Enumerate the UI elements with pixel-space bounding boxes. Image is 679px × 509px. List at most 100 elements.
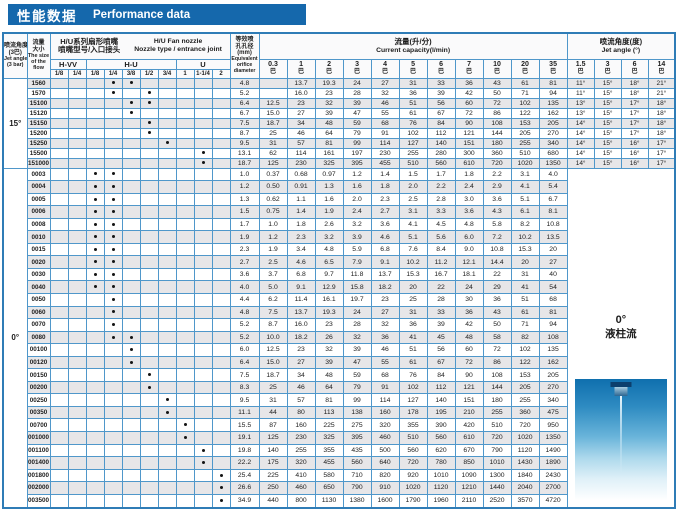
nozzle-availability-cell bbox=[49, 443, 69, 458]
capacity-cell: 0.37 bbox=[258, 167, 288, 182]
nozzle-availability-cell bbox=[139, 217, 159, 232]
nozzle-availability-cell bbox=[85, 493, 105, 509]
capacity-cell: 1.9 bbox=[258, 242, 288, 257]
capacity-cell: 420 bbox=[454, 418, 484, 432]
capacity-cell: 135 bbox=[538, 343, 568, 357]
capacity-cell: 79 bbox=[342, 380, 372, 395]
capacity-cell: 680 bbox=[538, 147, 568, 159]
capacity-cell: 108 bbox=[482, 368, 512, 382]
capacity-cell: 27 bbox=[286, 107, 316, 119]
capacity-cell: 5.9 bbox=[342, 242, 372, 257]
capacity-cell: 360 bbox=[510, 405, 540, 420]
stream-type-label: 液柱流 bbox=[605, 327, 637, 340]
nozzle-availability-cell bbox=[121, 217, 141, 232]
availability-dot-icon bbox=[183, 435, 187, 439]
nozzle-availability-cell bbox=[157, 97, 177, 109]
capacity-cell: 61 bbox=[510, 77, 540, 89]
nozzle-availability-cell bbox=[211, 107, 231, 119]
flow-header-en3: flow bbox=[33, 65, 44, 72]
nozzle-availability-cell bbox=[121, 418, 141, 432]
capacity-cell: 81 bbox=[314, 137, 344, 149]
capacity-cell: 195 bbox=[426, 405, 456, 420]
nozzle-availability-cell bbox=[193, 230, 213, 244]
orifice-diameter-cell: 34.9 bbox=[229, 493, 260, 509]
capacity-cell: 910 bbox=[370, 481, 400, 495]
capacity-cell: 1960 bbox=[426, 493, 456, 509]
nozzle-availability-cell bbox=[139, 242, 159, 257]
jet-angle-group-header: 喷流角度(度) Jet angle (°) bbox=[566, 32, 676, 60]
table-row: 00150 7.5 18.7 34 48 59 68 76 84 90 108 153 205 bbox=[3, 368, 675, 382]
nozzle-availability-cell bbox=[211, 380, 231, 395]
capacity-cell: 1600 bbox=[370, 493, 400, 509]
availability-dot-icon bbox=[93, 247, 97, 251]
capacity-cell: 1380 bbox=[342, 493, 372, 509]
capacity-cell: 33 bbox=[426, 305, 456, 320]
nozzle-availability-cell bbox=[67, 405, 87, 420]
nozzle-availability-cell bbox=[49, 318, 69, 332]
capacity-cell: 3.0 bbox=[454, 192, 484, 207]
capacity-cell: 4.6 bbox=[370, 230, 400, 244]
capacity-cell: 36 bbox=[454, 77, 484, 89]
nozzle-availability-cell bbox=[85, 468, 105, 483]
orifice-header-en1: Equivalent bbox=[231, 55, 258, 62]
availability-dot-icon bbox=[93, 235, 97, 239]
capacity-cell: 25 bbox=[398, 292, 428, 307]
capacity-cell: 45 bbox=[426, 330, 456, 345]
nozzle-group-en1: H/U Fan nozzle bbox=[153, 38, 203, 46]
pressure-header-20: 20 巴 bbox=[510, 58, 540, 79]
capacity-cell: 20 bbox=[538, 242, 568, 257]
availability-dot-icon bbox=[147, 373, 151, 377]
nozzle-availability-cell bbox=[193, 205, 213, 219]
capacity-cell: 61 bbox=[398, 107, 428, 119]
capacity-cell: 140 bbox=[426, 137, 456, 149]
nozzle-availability-cell bbox=[85, 318, 105, 332]
capacity-cell: 255 bbox=[510, 393, 540, 407]
capacity-cell: 32 bbox=[314, 343, 344, 357]
nozzle-availability-cell bbox=[49, 280, 69, 294]
capacity-cell: 46 bbox=[370, 343, 400, 357]
capacity-cell: 140 bbox=[258, 443, 288, 458]
capacity-cell: 4.8 bbox=[314, 242, 344, 257]
availability-dot-icon bbox=[201, 151, 205, 155]
capacity-cell: 151 bbox=[454, 393, 484, 407]
capacity-cell: 43 bbox=[482, 305, 512, 320]
nozzle-availability-cell bbox=[121, 117, 141, 129]
orifice-diameter-cell: 6.4 bbox=[229, 97, 260, 109]
nozzle-availability-cell bbox=[139, 107, 159, 119]
capacity-cell: 55 bbox=[370, 107, 400, 119]
table-row: 0060 4.8 7.5 13.7 19.3 24 27 31 33 36 43 61 81 bbox=[3, 305, 675, 320]
jet-angle-cell: 17° bbox=[647, 147, 676, 159]
nozzle-availability-cell bbox=[67, 368, 87, 382]
availability-dot-icon bbox=[93, 197, 97, 201]
orifice-diameter-cell: 5.2 bbox=[229, 87, 260, 99]
table-row: 0008 1.7 1.0 1.8 2.6 3.2 3.6 4.1 4.5 4.8 5.8 8.2 10.… bbox=[3, 217, 675, 232]
capacity-cell: 3.3 bbox=[426, 205, 456, 219]
capacity-cell: 160 bbox=[370, 405, 400, 420]
flow-size-cell: 001100 bbox=[26, 443, 51, 458]
nozzle-availability-cell bbox=[157, 205, 177, 219]
jet-angle-cell: 21° bbox=[647, 77, 676, 89]
capacity-cell: 1.0 bbox=[258, 217, 288, 232]
orifice-diameter-cell: 6.7 bbox=[229, 107, 260, 119]
nozzle-availability-cell bbox=[103, 493, 123, 509]
nozzle-availability-cell bbox=[157, 280, 177, 294]
capacity-cell: 2.7 bbox=[370, 205, 400, 219]
nozzle-availability-cell bbox=[121, 280, 141, 294]
nozzle-availability-cell bbox=[121, 493, 141, 509]
availability-dot-icon bbox=[111, 185, 115, 189]
capacity-cell: 81 bbox=[538, 305, 568, 320]
nozzle-availability-cell bbox=[121, 405, 141, 420]
nozzle-availability-cell bbox=[211, 393, 231, 407]
capacity-cell: 26 bbox=[314, 330, 344, 345]
capacity-cell: 33 bbox=[426, 77, 456, 89]
size-header-u-2: 2 bbox=[211, 68, 231, 79]
capacity-cell: 175 bbox=[258, 456, 288, 470]
orifice-diameter-cell: 1.2 bbox=[229, 180, 260, 194]
capacity-cell: 340 bbox=[538, 393, 568, 407]
capacity-cell: 60 bbox=[454, 343, 484, 357]
nozzle-availability-cell bbox=[67, 107, 87, 119]
capacity-cell: 355 bbox=[314, 443, 344, 458]
availability-dot-icon bbox=[111, 323, 115, 327]
